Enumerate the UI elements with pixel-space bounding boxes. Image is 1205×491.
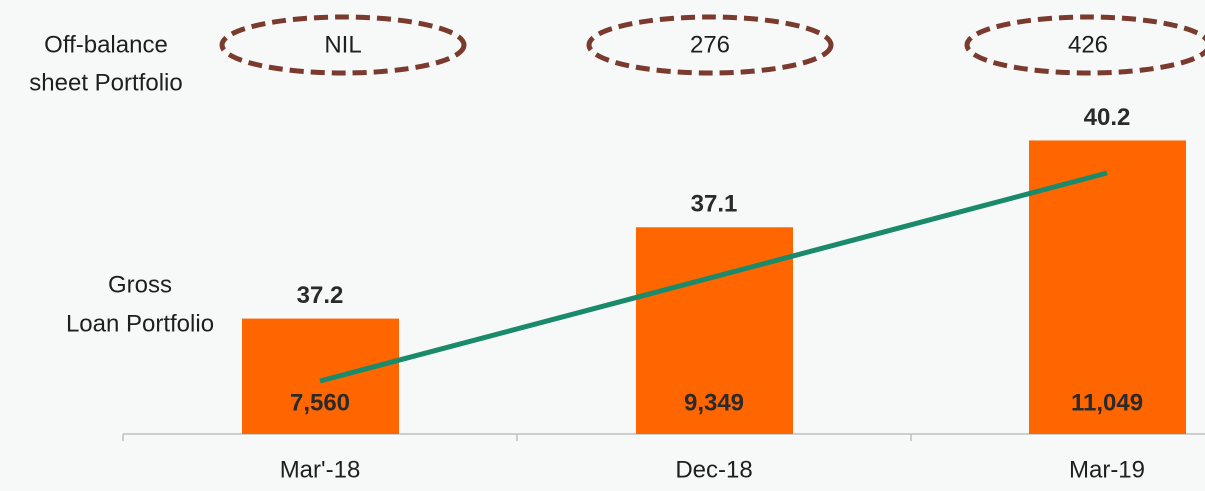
x-tick-label: Mar-19 xyxy=(1069,456,1145,483)
value-label: 7,560 xyxy=(290,389,350,416)
off-balance-name: sheet Portfolio xyxy=(29,69,182,96)
series-label: Loan Portfolio xyxy=(66,310,214,337)
labels: 7,560 37.2 9,349 37.1 11,049 40.2 Gross Loan Po… xyxy=(29,14,1205,483)
oval xyxy=(964,14,1205,76)
trend-line xyxy=(319,170,1108,384)
bars xyxy=(242,140,1186,434)
bar xyxy=(1029,140,1186,434)
off-balance-label: NIL xyxy=(324,31,361,58)
top-label: 37.1 xyxy=(691,191,738,218)
bar xyxy=(242,318,399,434)
value-label: 11,049 xyxy=(1071,389,1143,416)
series-label: Gross xyxy=(108,271,172,298)
oval xyxy=(586,14,834,76)
top-label: 40.2 xyxy=(1084,104,1131,131)
x-tick-label: Mar'-18 xyxy=(280,456,361,483)
x-tick-label: Dec-18 xyxy=(675,456,752,483)
value-label: 9,349 xyxy=(684,389,744,416)
off-balance-label: 276 xyxy=(690,31,730,58)
off-balance-label: 426 xyxy=(1068,31,1108,58)
oval xyxy=(219,14,467,76)
off-balance-name: Off-balance xyxy=(44,31,168,58)
top-label: 37.2 xyxy=(297,282,344,309)
